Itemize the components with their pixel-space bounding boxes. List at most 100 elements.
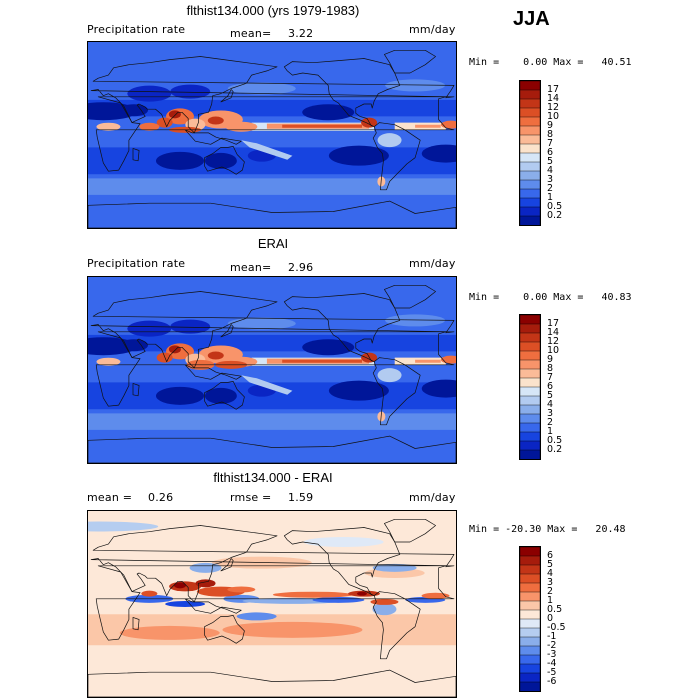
- field-blob: [96, 357, 121, 366]
- colorbar-tick-label: -4: [547, 658, 557, 669]
- season-label: JJA: [513, 8, 550, 30]
- colorbar-tick-label: 5: [547, 559, 554, 570]
- colorbar-swatch: [519, 449, 541, 460]
- colorbar-swatch: [519, 681, 541, 692]
- panel3-rmse-label: rmse =: [230, 491, 272, 504]
- field-region: [184, 129, 242, 145]
- colorbar-tick-label: 7: [547, 372, 554, 383]
- field-region: [132, 617, 140, 631]
- field-region: [184, 598, 242, 614]
- colorbar-tick-label: -2: [547, 640, 557, 651]
- panel3-diff-map: [87, 510, 457, 698]
- colorbar-swatch: [519, 627, 541, 638]
- field-region: [282, 359, 362, 363]
- field-region: [415, 359, 441, 363]
- field-blob: [96, 122, 121, 131]
- field-region: [415, 124, 441, 128]
- field-blob: [207, 351, 224, 360]
- colorbar-tick-label: 4: [547, 568, 554, 579]
- panel3-colorbar: [519, 546, 541, 692]
- field-blob: [272, 591, 353, 598]
- colorbar-tick-label: 2: [547, 586, 554, 597]
- colorbar-tick-label: 1: [547, 595, 554, 606]
- field-blob: [377, 133, 402, 148]
- colorbar-swatch: [519, 368, 541, 379]
- field-region: [88, 669, 456, 697]
- colorbar-tick-label: -6: [547, 676, 557, 687]
- field-region: [88, 200, 456, 228]
- field-blob: [328, 145, 389, 166]
- colorbar-swatch: [519, 663, 541, 674]
- field-blob: [156, 151, 204, 170]
- colorbar-tick-label: 0: [547, 613, 554, 624]
- colorbar-tick-label: 17: [547, 84, 560, 95]
- panel3-colorbar-swatches: [519, 546, 541, 692]
- field-blob: [156, 386, 204, 405]
- field-background: [88, 511, 456, 697]
- panel3-mean-label: mean =: [87, 491, 133, 504]
- field-region: [384, 49, 436, 74]
- colorbar-swatch: [519, 386, 541, 397]
- panel2-units: mm/day: [409, 257, 456, 270]
- colorbar-swatch: [519, 116, 541, 127]
- panel1-mean-label: mean=: [230, 27, 272, 40]
- field-region: [88, 413, 456, 430]
- field-blob: [222, 621, 363, 638]
- colorbar-swatch: [519, 591, 541, 602]
- panel2-mean-label: mean=: [230, 261, 272, 274]
- colorbar-swatch: [519, 152, 541, 163]
- colorbar-tick-label: 0.2: [547, 210, 563, 221]
- field-blob: [236, 612, 277, 621]
- colorbar-tick-label: -5: [547, 667, 557, 678]
- field-region: [220, 89, 234, 103]
- colorbar-swatch: [519, 546, 541, 557]
- field-blob: [421, 144, 456, 163]
- colorbar-swatch: [519, 98, 541, 109]
- panel3-minmax: Min = -20.30 Max = 20.48: [469, 524, 626, 535]
- field-region: [90, 291, 455, 369]
- colorbar-swatch: [519, 413, 541, 424]
- field-region: [95, 96, 455, 172]
- colorbar-swatch: [519, 645, 541, 656]
- field-region: [95, 565, 455, 641]
- panel1-precip-map: [87, 41, 457, 229]
- colorbar-swatch: [519, 80, 541, 91]
- colorbar-swatch: [519, 440, 541, 451]
- colorbar-swatch: [519, 395, 541, 406]
- colorbar-tick-label: 5: [547, 156, 554, 167]
- colorbar-swatch: [519, 170, 541, 181]
- field-region: [282, 124, 362, 128]
- colorbar-swatch: [519, 125, 541, 136]
- colorbar-tick-label: 12: [547, 102, 560, 113]
- field-region: [90, 56, 455, 134]
- colorbar-swatch: [519, 654, 541, 665]
- colorbar-tick-label: 0.5: [547, 201, 563, 212]
- field-region: [283, 527, 401, 597]
- colorbar-tick-label: 3: [547, 408, 554, 419]
- field-blob: [170, 84, 211, 99]
- field-region: [220, 324, 234, 338]
- field-region: [384, 518, 436, 543]
- field-region: [90, 525, 455, 603]
- field-region: [204, 146, 245, 175]
- colorbar-tick-label: 9: [547, 120, 554, 131]
- colorbar-tick-label: 2: [547, 417, 554, 428]
- colorbar-swatch: [519, 350, 541, 361]
- colorbar-swatch: [519, 215, 541, 226]
- panel1-title: flthist134.000 (yrs 1979-1983): [186, 3, 360, 18]
- field-blob: [168, 345, 181, 354]
- colorbar-tick-label: 7: [547, 138, 554, 149]
- colorbar-swatch: [519, 161, 541, 172]
- colorbar-tick-label: 6: [547, 147, 554, 158]
- panel2-map-field: [88, 277, 456, 463]
- colorbar-tick-label: 1: [547, 426, 554, 437]
- field-blob: [421, 592, 450, 599]
- colorbar-tick-label: 6: [547, 381, 554, 392]
- colorbar-tick-label: 3: [547, 174, 554, 185]
- field-blob: [328, 380, 389, 401]
- field-region: [95, 331, 455, 407]
- field-blob: [88, 521, 159, 532]
- field-region: [220, 558, 234, 572]
- colorbar-swatch: [519, 359, 541, 370]
- panel2-colorbar: [519, 314, 541, 460]
